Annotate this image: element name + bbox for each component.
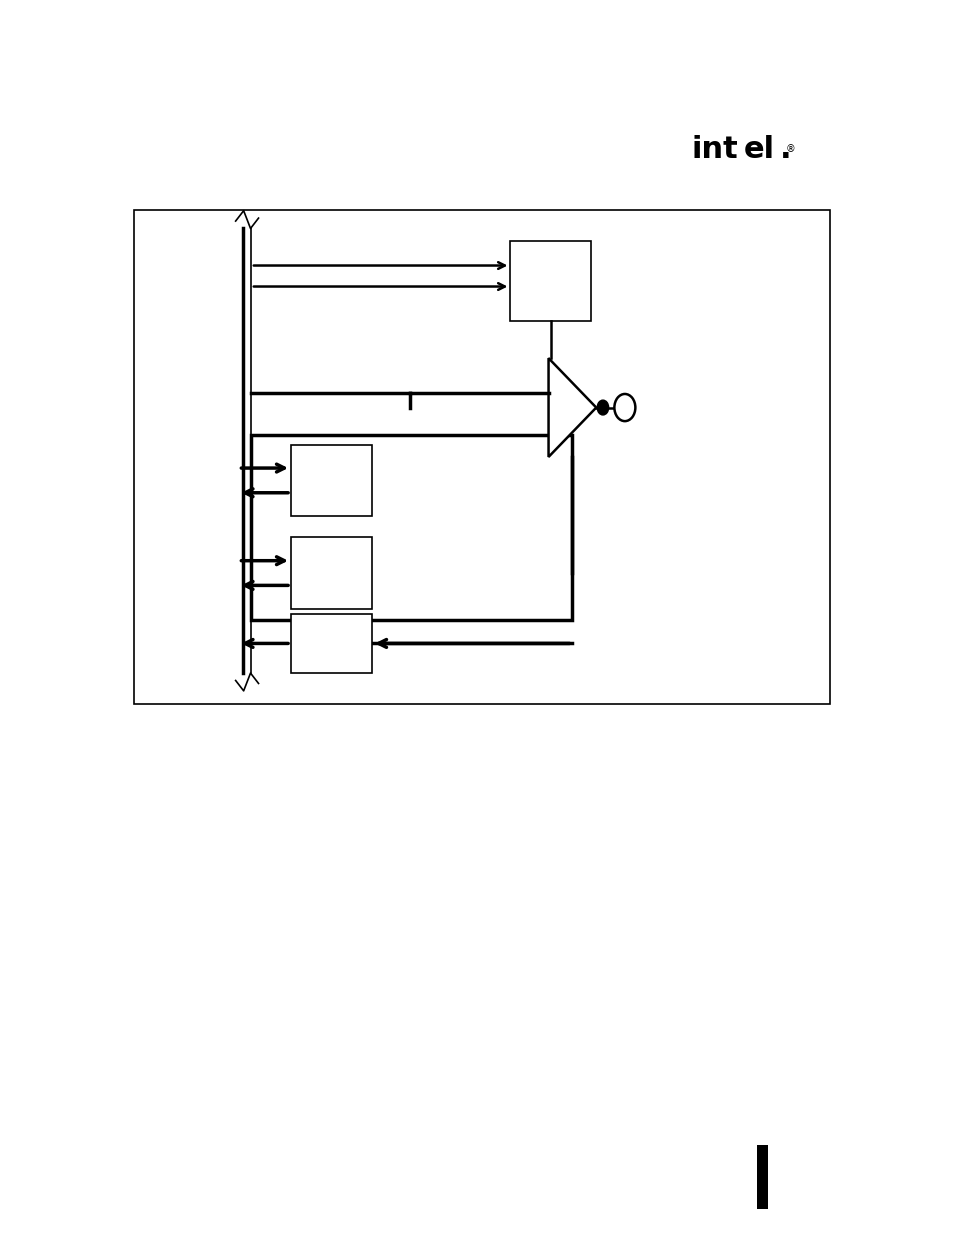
Circle shape (597, 400, 608, 415)
Bar (756, 1145, 767, 1209)
Bar (510, 241, 591, 321)
Text: int: int (691, 135, 738, 164)
Bar (291, 537, 372, 609)
Bar (291, 445, 372, 516)
Bar (251, 435, 572, 620)
Circle shape (614, 394, 635, 421)
Text: el: el (743, 135, 775, 164)
Text: .: . (779, 135, 790, 164)
Bar (291, 614, 372, 673)
Bar (133, 210, 829, 704)
Text: ®: ® (784, 144, 794, 154)
Polygon shape (548, 358, 596, 457)
